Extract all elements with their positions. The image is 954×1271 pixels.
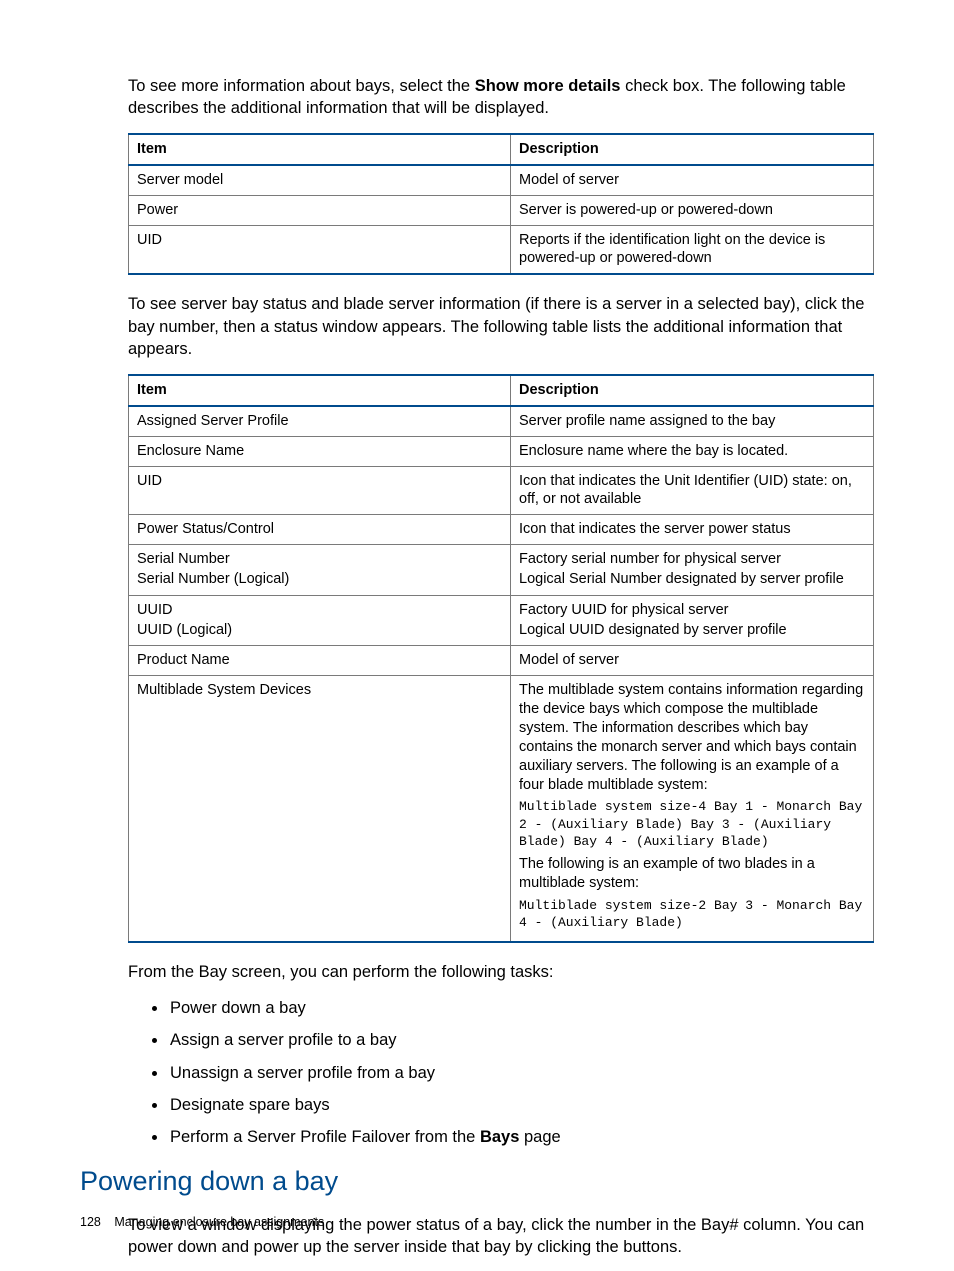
table-row: Product Name Model of server <box>129 646 874 676</box>
t4-post: page <box>519 1128 560 1146</box>
cell-item: Power Status/Control <box>129 515 511 545</box>
desc-mono1: Multiblade system size-4 Bay 1 - Monarch… <box>519 798 865 851</box>
desc-line2: Logical UUID designated by server profil… <box>519 621 865 640</box>
table-header-row: Item Description <box>129 375 874 406</box>
item-line1: Serial Number <box>137 550 502 569</box>
page: To see more information about bays, sele… <box>0 0 954 1271</box>
table-row: Power Server is powered-up or powered-do… <box>129 195 874 225</box>
cell-desc: Model of server <box>511 646 874 676</box>
cell-desc: Icon that indicates the server power sta… <box>511 515 874 545</box>
list-item: Assign a server profile to a bay <box>168 1029 874 1051</box>
cell-desc: Server is powered-up or powered-down <box>511 195 874 225</box>
cell-desc: The multiblade system contains informati… <box>511 676 874 942</box>
cell-desc: Server profile name assigned to the bay <box>511 406 874 436</box>
cell-desc: Reports if the identification light on t… <box>511 225 874 274</box>
cell-desc: Icon that indicates the Unit Identifier … <box>511 466 874 515</box>
cell-desc: Model of server <box>511 165 874 195</box>
cell-item: Enclosure Name <box>129 436 511 466</box>
col-header-item: Item <box>129 134 511 165</box>
cell-item: Serial Number Serial Number (Logical) <box>129 545 511 596</box>
cell-desc: Enclosure name where the bay is located. <box>511 436 874 466</box>
table-header-row: Item Description <box>129 134 874 165</box>
list-item: Unassign a server profile from a bay <box>168 1062 874 1084</box>
section-heading: Powering down a bay <box>80 1166 874 1197</box>
table-row: Power Status/Control Icon that indicates… <box>129 515 874 545</box>
col-header-item: Item <box>129 375 511 406</box>
table-row: UID Icon that indicates the Unit Identif… <box>129 466 874 515</box>
page-number: 128 <box>80 1215 101 1229</box>
intro-paragraph-1: To see more information about bays, sele… <box>128 75 874 120</box>
list-item: Designate spare bays <box>168 1094 874 1116</box>
t4-pre: Perform a Server Profile Failover from t… <box>170 1128 480 1146</box>
desc-line2: Logical Serial Number designated by serv… <box>519 570 865 589</box>
page-footer: 128 Managing enclosure bay assignments <box>80 1215 324 1229</box>
table-row: Server model Model of server <box>129 165 874 195</box>
table-row: Multiblade System Devices The multiblade… <box>129 676 874 942</box>
t4-bold: Bays <box>480 1128 519 1146</box>
desc-line1: Factory UUID for physical server <box>519 601 865 620</box>
desc-p2: The following is an example of two blade… <box>519 856 815 891</box>
cell-item: Multiblade System Devices <box>129 676 511 942</box>
cell-item: UUID UUID (Logical) <box>129 595 511 646</box>
table-row: UID Reports if the identification light … <box>129 225 874 274</box>
cell-desc: Factory serial number for physical serve… <box>511 545 874 596</box>
cell-item: Product Name <box>129 646 511 676</box>
desc-line1: Factory serial number for physical serve… <box>519 550 865 569</box>
table-row: Serial Number Serial Number (Logical) Fa… <box>129 545 874 596</box>
item-line1: UUID <box>137 601 502 620</box>
col-header-description: Description <box>511 375 874 406</box>
table-row: UUID UUID (Logical) Factory UUID for phy… <box>129 595 874 646</box>
list-item: Perform a Server Profile Failover from t… <box>168 1126 874 1148</box>
cell-item: UID <box>129 466 511 515</box>
cell-item: UID <box>129 225 511 274</box>
intro-paragraph-2: To see server bay status and blade serve… <box>128 293 874 360</box>
table-bay-status: Item Description Assigned Server Profile… <box>128 374 874 943</box>
item-line2: UUID (Logical) <box>137 621 502 640</box>
tasks-intro: From the Bay screen, you can perform the… <box>128 961 874 983</box>
table-row: Assigned Server Profile Server profile n… <box>129 406 874 436</box>
p1-bold: Show more details <box>475 77 621 95</box>
footer-label: Managing enclosure bay assignments <box>114 1215 324 1229</box>
cell-item: Assigned Server Profile <box>129 406 511 436</box>
p1-pre: To see more information about bays, sele… <box>128 77 475 95</box>
cell-desc: Factory UUID for physical server Logical… <box>511 595 874 646</box>
tasks-list: Power down a bay Assign a server profile… <box>128 997 874 1148</box>
desc-p1: The multiblade system contains informati… <box>519 682 863 792</box>
cell-item: Server model <box>129 165 511 195</box>
table-row: Enclosure Name Enclosure name where the … <box>129 436 874 466</box>
cell-item: Power <box>129 195 511 225</box>
table-show-more-details: Item Description Server model Model of s… <box>128 133 874 275</box>
desc-mono2: Multiblade system size-2 Bay 3 - Monarch… <box>519 897 865 932</box>
item-line2: Serial Number (Logical) <box>137 570 502 589</box>
col-header-description: Description <box>511 134 874 165</box>
list-item: Power down a bay <box>168 997 874 1019</box>
